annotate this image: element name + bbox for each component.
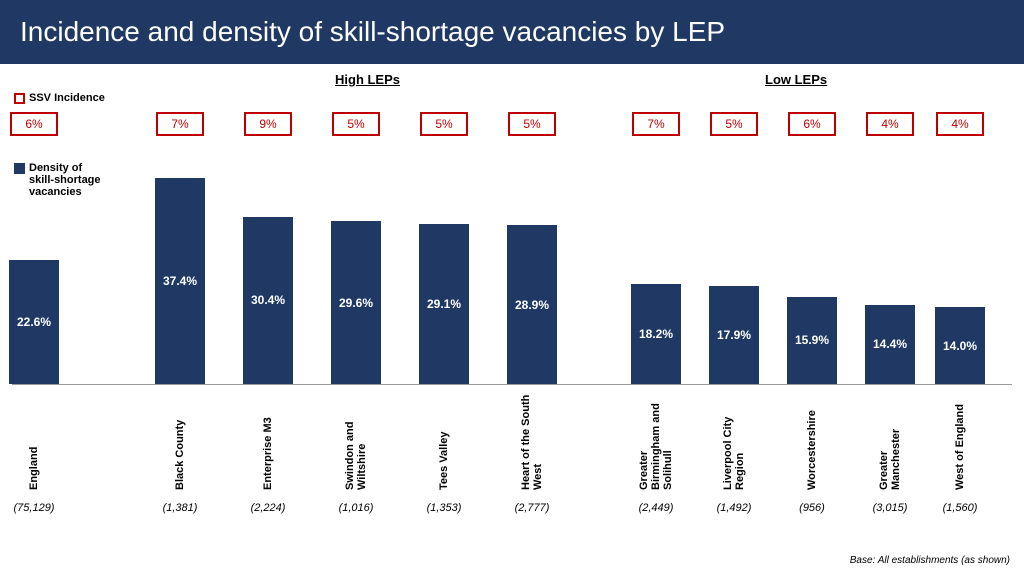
density-bar-label: 30.4%	[251, 293, 285, 307]
category-label: Worcestershire	[780, 390, 844, 490]
column: 5%	[412, 112, 476, 136]
density-bar-label: 29.6%	[339, 296, 373, 310]
base-n: (1,492)	[702, 502, 766, 514]
density-bar-label: 14.4%	[873, 337, 907, 351]
density-bar: 15.9%	[787, 297, 837, 384]
base-n: (1,381)	[148, 502, 212, 514]
column: 4%	[928, 112, 992, 136]
density-bar: 28.9%	[507, 225, 557, 384]
density-bar-label: 14.0%	[943, 339, 977, 353]
bar-slot: 17.9%	[702, 164, 766, 384]
category-label: England	[2, 390, 66, 490]
density-bar: 37.4%	[155, 178, 205, 384]
category-label: Black County	[148, 390, 212, 490]
page-title: Incidence and density of skill-shortage …	[0, 0, 1024, 64]
column: 5%	[500, 112, 564, 136]
chart-area: High LEPs Low LEPs SSV Incidence Density…	[0, 64, 1024, 570]
column: 6%	[780, 112, 844, 136]
density-bar-label: 28.9%	[515, 298, 549, 312]
column: 6%	[2, 112, 66, 136]
density-bar-label: 29.1%	[427, 297, 461, 311]
category-label: Liverpool City Region	[702, 390, 766, 490]
incidence-box: 5%	[420, 112, 468, 136]
column: 4%	[858, 112, 922, 136]
base-n: (2,777)	[500, 502, 564, 514]
density-bar-label: 18.2%	[639, 327, 673, 341]
category-label: Greater Birmingham and Solihull	[624, 390, 688, 490]
incidence-box: 5%	[332, 112, 380, 136]
base-n: (1,560)	[928, 502, 992, 514]
base-n: (2,449)	[624, 502, 688, 514]
base-n: (2,224)	[236, 502, 300, 514]
density-bar: 18.2%	[631, 284, 681, 384]
base-n: (956)	[780, 502, 844, 514]
incidence-box: 6%	[788, 112, 836, 136]
chart-columns: 6% 22.6% England (75,129) 7% 37.4% Black Count…	[0, 64, 1024, 570]
category-label: Swindon and Wiltshire	[324, 390, 388, 490]
density-bar: 30.4%	[243, 217, 293, 384]
incidence-box: 4%	[936, 112, 984, 136]
bar-slot: 18.2%	[624, 164, 688, 384]
chart-footnote: Base: All establishments (as shown)	[850, 555, 1010, 566]
bar-slot: 30.4%	[236, 164, 300, 384]
category-label: Heart of the South West	[500, 390, 564, 490]
incidence-box: 5%	[508, 112, 556, 136]
column: 7%	[624, 112, 688, 136]
density-bar: 29.6%	[331, 221, 381, 384]
incidence-box: 6%	[10, 112, 58, 136]
density-bar: 29.1%	[419, 224, 469, 384]
category-label: West of England	[928, 390, 992, 490]
incidence-box: 7%	[632, 112, 680, 136]
column: 5%	[324, 112, 388, 136]
density-bar: 22.6%	[9, 260, 59, 384]
base-n: (1,353)	[412, 502, 476, 514]
column: 7%	[148, 112, 212, 136]
density-bar-label: 37.4%	[163, 274, 197, 288]
density-bar-label: 22.6%	[17, 315, 51, 329]
bar-slot: 15.9%	[780, 164, 844, 384]
base-n: (75,129)	[2, 502, 66, 514]
base-n: (3,015)	[858, 502, 922, 514]
bar-slot: 37.4%	[148, 164, 212, 384]
category-label: Enterprise M3	[236, 390, 300, 490]
bar-slot: 29.6%	[324, 164, 388, 384]
column: 9%	[236, 112, 300, 136]
density-bar-label: 15.9%	[795, 333, 829, 347]
incidence-box: 7%	[156, 112, 204, 136]
incidence-box: 4%	[866, 112, 914, 136]
incidence-box: 9%	[244, 112, 292, 136]
category-label: Tees Valley	[412, 390, 476, 490]
base-n: (1,016)	[324, 502, 388, 514]
density-bar: 14.4%	[865, 305, 915, 384]
density-bar: 17.9%	[709, 286, 759, 384]
bar-slot: 29.1%	[412, 164, 476, 384]
density-bar-label: 17.9%	[717, 328, 751, 342]
column: 5%	[702, 112, 766, 136]
density-bar: 14.0%	[935, 307, 985, 384]
bar-slot: 14.4%	[858, 164, 922, 384]
bar-slot: 14.0%	[928, 164, 992, 384]
bar-slot: 22.6%	[2, 164, 66, 384]
incidence-box: 5%	[710, 112, 758, 136]
category-label: Greater Manchester	[858, 390, 922, 490]
bar-slot: 28.9%	[500, 164, 564, 384]
